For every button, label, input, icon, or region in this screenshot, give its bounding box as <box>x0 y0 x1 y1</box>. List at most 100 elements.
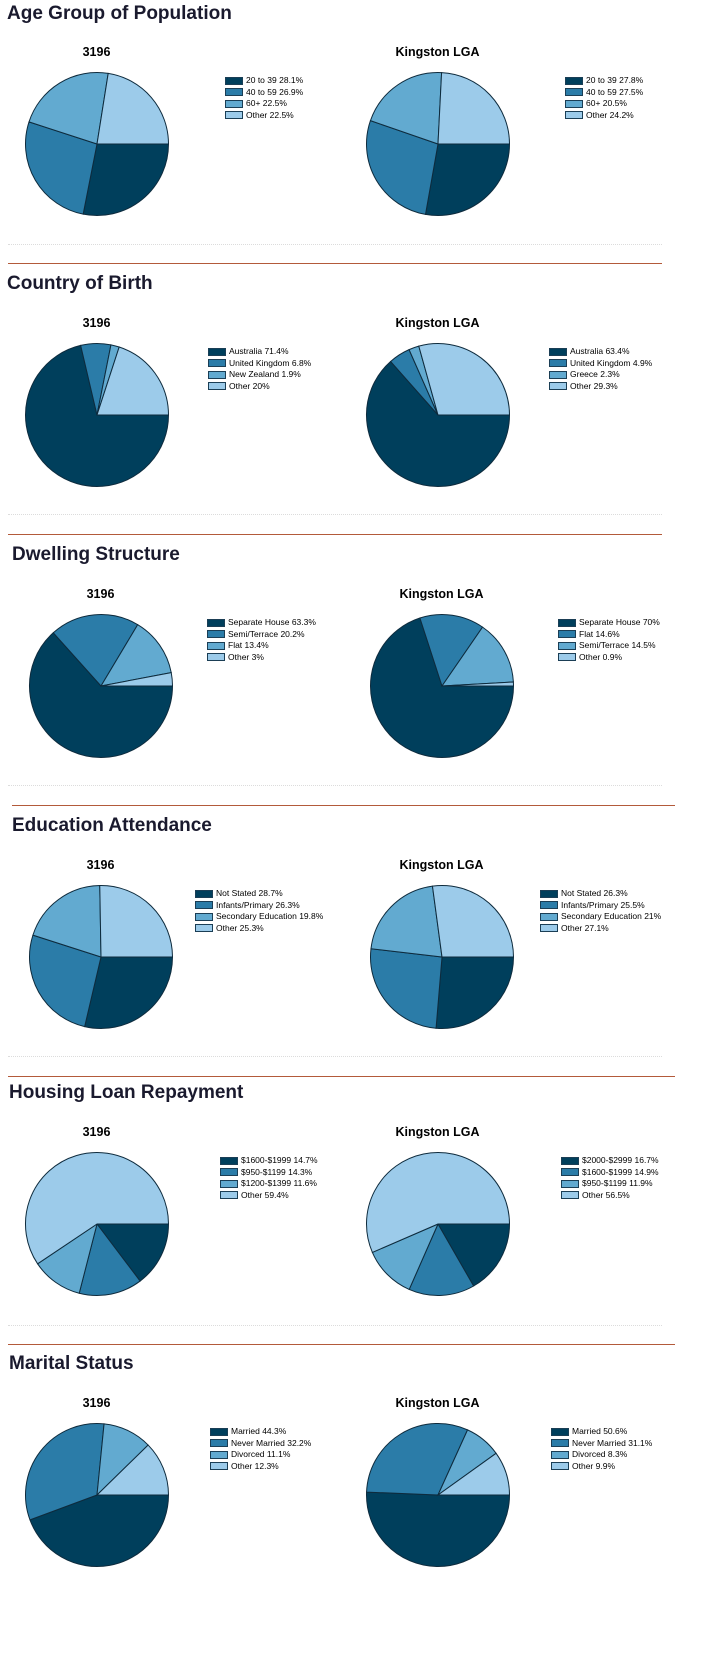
pie-slice-other <box>436 1452 511 1496</box>
legend-item: $1200-$1399 11.6% <box>220 1178 318 1190</box>
legend-label: Other <box>246 109 268 120</box>
legend-label: 40 to 59 <box>246 86 277 97</box>
legend-swatch <box>208 359 226 368</box>
legend-item: Semi/Terrace 14.5% <box>558 640 660 652</box>
legend-swatch <box>195 912 213 921</box>
pie-slice-1600-1999 <box>408 1222 475 1296</box>
legend-label: Married <box>231 1426 260 1437</box>
pie-slice-never-married <box>25 1423 105 1521</box>
pie-chart <box>25 1423 170 1567</box>
legend-value: 50.6% <box>603 1426 628 1437</box>
legend-item: $950-$1199 11.9% <box>561 1178 659 1190</box>
pie-slice-other <box>441 681 515 687</box>
pie-chart <box>29 614 174 758</box>
legend-value: 8.3% <box>607 1449 628 1460</box>
legend-label: Other <box>229 380 251 391</box>
legend-label: Semi/Terrace <box>228 628 279 639</box>
legend-label: $1600-$1999 <box>582 1166 633 1177</box>
legend: Separate House 70% Flat 14.6% Semi/Terra… <box>558 617 660 663</box>
legend-label: 20 to 39 <box>586 75 617 86</box>
legend-swatch <box>551 1427 569 1436</box>
legend-swatch <box>565 88 583 97</box>
legend-item: Married 50.6% <box>551 1426 652 1438</box>
legend-value: 59.4% <box>264 1189 289 1200</box>
section-country-of-birth: Country of Birth 3196 Australia 71.4% Un… <box>0 270 719 540</box>
pie-slice-other <box>99 885 174 958</box>
legend-swatch <box>565 99 583 108</box>
legend-swatch <box>207 630 225 639</box>
chart-panel-kingston-lga: Kingston LGA 20 to 39 27.8% 40 to 59 27.… <box>365 45 705 265</box>
legend-swatch <box>195 924 213 933</box>
legend-swatch <box>210 1462 228 1471</box>
chart-panel-kingston-lga: Kingston LGA Not Stated 26.3% Infants/Pr… <box>369 858 709 1078</box>
pie-slice-separate-house <box>29 632 174 758</box>
panel-title: Kingston LGA <box>399 858 484 872</box>
legend-item: Infants/Primary 26.3% <box>195 900 323 912</box>
legend-swatch <box>208 370 226 379</box>
legend-swatch <box>565 76 583 85</box>
legend-value: 25.5% <box>620 899 645 910</box>
chart-panel-3196: 3196 Australia 71.4% United Kingdom 6.8%… <box>24 316 364 536</box>
legend-item: 60+ 20.5% <box>565 98 643 110</box>
legend-value: 14.9% <box>634 1166 659 1177</box>
legend-swatch <box>210 1439 228 1448</box>
panel-title: 3196 <box>82 1396 111 1410</box>
legend-item: New Zealand 1.9% <box>208 369 311 381</box>
section-housing-loan-repayment: Housing Loan Repayment 3196 $1600-$1999 … <box>0 1079 719 1349</box>
legend-swatch <box>551 1439 569 1448</box>
legend-value: 20.5% <box>602 98 627 109</box>
legend-label: Other <box>231 1460 253 1471</box>
legend-item: $2000-$2999 16.7% <box>561 1155 659 1167</box>
legend-swatch <box>551 1462 569 1471</box>
legend-value: 26.3% <box>275 899 300 910</box>
pie-slice-secondary-education <box>32 885 102 958</box>
legend-value: 63.3% <box>291 617 316 628</box>
legend-label: Australia <box>570 346 604 357</box>
panel-title: 3196 <box>82 1125 111 1139</box>
legend-value: 22.5% <box>262 98 287 109</box>
legend-swatch <box>558 641 576 650</box>
legend-swatch <box>561 1191 579 1200</box>
pie-chart <box>366 343 511 487</box>
legend-label: New Zealand <box>229 369 280 380</box>
pie-slice-other <box>366 1152 511 1254</box>
section-divider <box>8 1076 675 1077</box>
legend-label: Not Stated <box>216 888 257 899</box>
legend-label: Divorced <box>572 1449 606 1460</box>
legend-item: Other 59.4% <box>220 1190 318 1202</box>
legend-value: 14.5% <box>631 640 656 651</box>
pie-slice-40-to-59 <box>366 119 439 215</box>
legend-item: Separate House 63.3% <box>207 617 316 629</box>
legend-swatch <box>207 653 225 662</box>
legend-label: 20 to 39 <box>246 75 277 86</box>
section-education-attendance: Education Attendance 3196 Not Stated 28.… <box>0 812 719 1082</box>
legend-swatch <box>207 641 225 650</box>
pie-slice-950-1199 <box>78 1222 141 1296</box>
legend-item: Secondary Education 21% <box>540 911 661 923</box>
legend-label: Other <box>241 1189 263 1200</box>
pie-slice-not-stated <box>435 956 515 1029</box>
legend-swatch <box>549 370 567 379</box>
pie-chart <box>366 72 511 216</box>
legend-item: $1600-$1999 14.7% <box>220 1155 318 1167</box>
legend-label: 60+ <box>586 98 601 109</box>
legend-value: 2.3% <box>600 369 620 380</box>
legend-swatch <box>565 111 583 120</box>
legend-label: Australia <box>229 346 263 357</box>
legend-item: Other 0.9% <box>558 652 660 664</box>
legend-label: Secondary Education <box>216 911 297 922</box>
panel-title: 3196 <box>82 316 111 330</box>
pie-slice-flat <box>419 614 484 688</box>
chart-panel-3196: 3196 $1600-$1999 14.7% $950-$1199 14.3% … <box>24 1125 364 1345</box>
legend-item: Semi/Terrace 20.2% <box>207 629 316 641</box>
legend-swatch <box>540 901 558 910</box>
pie-slice-other <box>25 1152 170 1265</box>
legend-value: 56.5% <box>605 1189 630 1200</box>
legend-value: 11.1% <box>266 1449 291 1460</box>
legend-value: 9.9% <box>595 1460 616 1471</box>
pie-slice-infants-primary <box>370 948 443 1029</box>
legend-swatch <box>207 618 225 627</box>
legend: 20 to 39 27.8% 40 to 59 27.5% 60+ 20.5% … <box>565 75 643 121</box>
legend-label: $950-$1199 <box>582 1178 627 1189</box>
legend-value: 1.9% <box>281 369 301 380</box>
